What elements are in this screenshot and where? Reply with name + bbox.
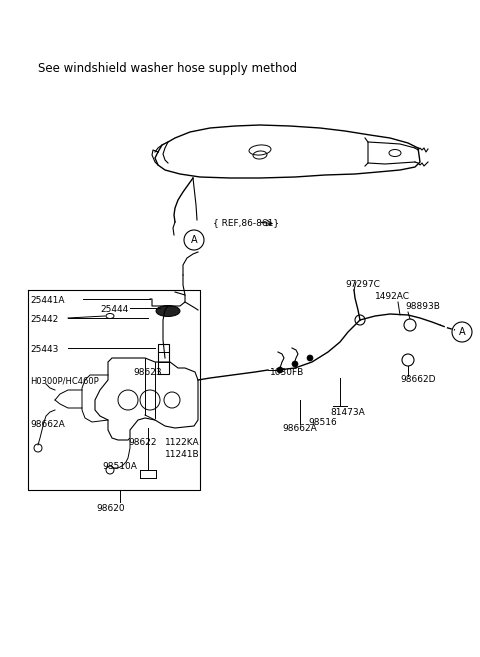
Text: A: A xyxy=(459,327,465,337)
Bar xyxy=(158,344,169,374)
Text: 98620: 98620 xyxy=(96,504,125,513)
Text: 81473A: 81473A xyxy=(330,408,365,417)
Ellipse shape xyxy=(156,306,180,317)
Circle shape xyxy=(292,361,298,367)
Text: 98662A: 98662A xyxy=(30,420,65,429)
Text: 25443: 25443 xyxy=(30,345,59,354)
Text: 11241B: 11241B xyxy=(165,450,200,459)
Text: 98622: 98622 xyxy=(128,438,156,447)
Text: 97297C: 97297C xyxy=(345,280,380,289)
Text: H0300P/HC460P: H0300P/HC460P xyxy=(30,376,99,385)
Text: 1030FB: 1030FB xyxy=(270,368,304,377)
Text: 1492AC: 1492AC xyxy=(375,292,410,301)
Text: { REF,86-861}: { REF,86-861} xyxy=(213,218,279,227)
Text: 98662D: 98662D xyxy=(400,375,435,384)
Text: 1122KA: 1122KA xyxy=(165,438,200,447)
Text: See windshield washer hose supply method: See windshield washer hose supply method xyxy=(38,62,297,75)
Text: 98662A: 98662A xyxy=(282,424,317,433)
Text: 98516: 98516 xyxy=(308,418,337,427)
Text: 98510A: 98510A xyxy=(102,462,137,471)
Text: 25442: 25442 xyxy=(30,315,58,324)
Text: 98893B: 98893B xyxy=(405,302,440,311)
Text: 98623: 98623 xyxy=(133,368,162,377)
Circle shape xyxy=(307,355,313,361)
Circle shape xyxy=(277,367,283,373)
Text: 25441A: 25441A xyxy=(30,296,64,305)
Text: A: A xyxy=(191,235,197,245)
Text: 25444: 25444 xyxy=(100,305,128,314)
